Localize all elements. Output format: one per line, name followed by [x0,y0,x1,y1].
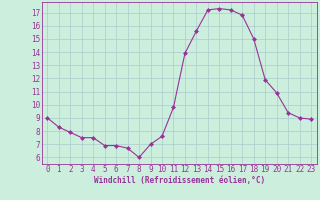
X-axis label: Windchill (Refroidissement éolien,°C): Windchill (Refroidissement éolien,°C) [94,176,265,185]
